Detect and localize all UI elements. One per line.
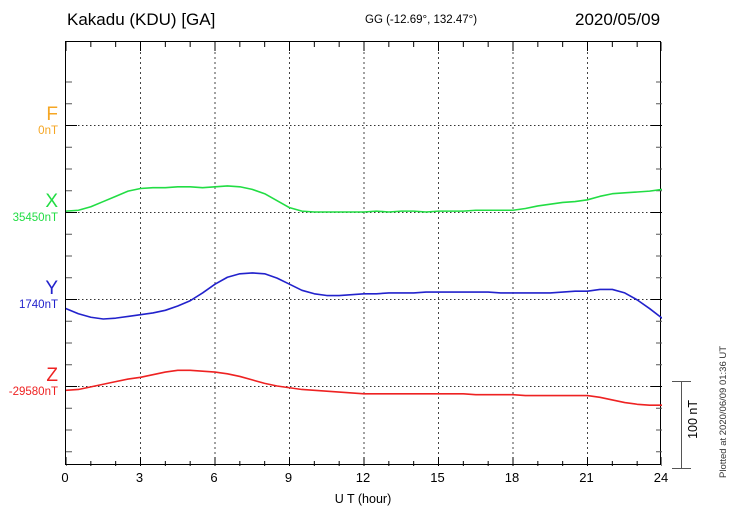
x-tick-label: 9 <box>284 470 293 485</box>
component-baselines <box>66 125 662 387</box>
component-label-f: F 0nT <box>38 105 58 138</box>
trace-y <box>66 272 662 320</box>
observation-date: 2020/05/09 <box>575 10 661 29</box>
component-letter-f: F <box>46 104 58 125</box>
geographic-coordinates: GG (-12.69°, 132.47°) <box>365 14 478 26</box>
component-label-z: Z -29580nT <box>9 366 58 399</box>
trace-x <box>66 185 662 213</box>
x-tick-label: 6 <box>210 470 218 485</box>
component-baseline-y: 1740nT <box>18 299 58 311</box>
component-letter-z: Z <box>46 365 58 386</box>
component-label-y: Y 1740nT <box>19 279 58 312</box>
component-label-x: X 35450nT <box>13 192 58 225</box>
component-baseline-x: 35450nT <box>12 212 58 224</box>
magnetogram-plot <box>66 42 662 466</box>
x-axis-ticks <box>66 42 662 466</box>
vertical-gridlines <box>140 42 588 466</box>
x-tick-label: 21 <box>579 470 594 485</box>
x-axis-title: U T (hour) <box>334 492 392 506</box>
scale-bar-cap-bottom <box>672 468 691 469</box>
scale-bar-label: 100 nT <box>686 400 700 439</box>
x-tick-label: 12 <box>355 470 371 485</box>
component-traces <box>66 185 662 406</box>
component-letter-x: X <box>45 191 58 212</box>
trace-z <box>66 369 662 406</box>
x-tick-label: 15 <box>430 470 445 485</box>
page-title: Kakadu (KDU) [GA] <box>67 10 216 29</box>
component-baseline-z: -29580nT <box>8 386 58 398</box>
x-tick-label: 24 <box>653 470 669 485</box>
component-letter-y: Y <box>45 278 58 299</box>
plotted-at-caption: Plotted at 2020/06/09 01:36 UT <box>718 345 729 478</box>
x-tick-label: 3 <box>135 470 144 485</box>
x-tick-label: 18 <box>504 470 520 485</box>
scale-bar-line <box>681 381 682 469</box>
component-baseline-f: 0nT <box>38 125 58 137</box>
plot-area <box>65 41 662 466</box>
scale-bar <box>672 381 691 469</box>
x-tick-label: 0 <box>61 470 69 485</box>
y-axis-ticks <box>66 81 662 453</box>
